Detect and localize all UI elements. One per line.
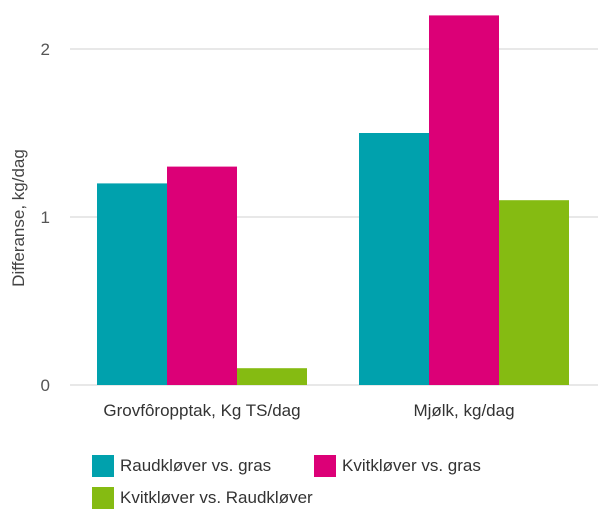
y-tick-label: 0 xyxy=(41,376,50,395)
legend-item-kvitklover-vs-gras: Kvitkløver vs. gras xyxy=(314,455,481,477)
x-category-label: Mjølk, kg/dag xyxy=(413,401,514,420)
legend-swatch xyxy=(92,487,114,509)
bar-series1-cat1 xyxy=(97,183,167,385)
bar-series2-cat1 xyxy=(167,166,237,385)
legend-item-raudklover-vs-gras: Raudkløver vs. gras xyxy=(92,455,271,477)
y-axis-ticks: 0 1 2 xyxy=(41,40,50,395)
y-axis-label: Differanse, kg/dag xyxy=(9,149,28,287)
legend-label: Raudkløver vs. gras xyxy=(120,456,272,475)
x-category-label: Grovfôropptak, Kg TS/dag xyxy=(103,401,300,420)
bars xyxy=(97,15,569,386)
y-tick-label: 1 xyxy=(41,208,50,227)
x-axis-categories: Grovfôropptak, Kg TS/dag Mjølk, kg/dag xyxy=(103,401,514,420)
bar-series2-cat2 xyxy=(429,15,499,386)
legend-item-kvitklover-vs-raudklover: Kvitkløver vs. Raudkløver xyxy=(92,487,313,509)
bar-series3-cat1 xyxy=(237,368,307,385)
legend-swatch xyxy=(314,455,336,477)
legend-swatch xyxy=(92,455,114,477)
legend-label: Kvitkløver vs. gras xyxy=(342,456,481,475)
legend-label: Kvitkløver vs. Raudkløver xyxy=(120,488,313,507)
bar-series3-cat2 xyxy=(499,200,569,385)
bar-series1-cat2 xyxy=(359,133,429,385)
y-tick-label: 2 xyxy=(41,40,50,59)
